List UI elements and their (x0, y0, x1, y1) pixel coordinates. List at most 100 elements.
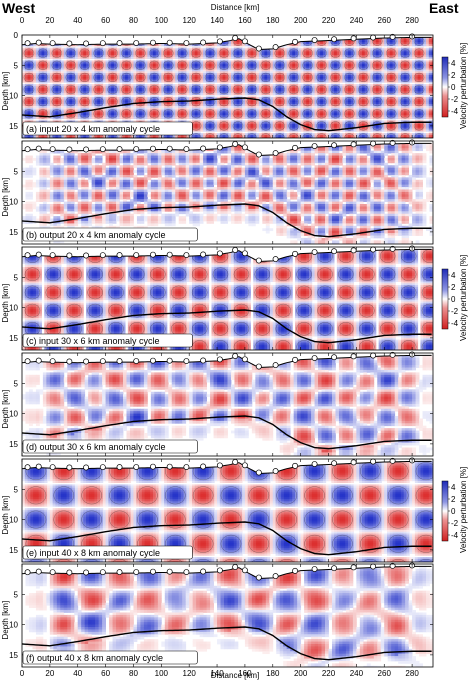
station-marker (255, 574, 262, 581)
station-marker (292, 567, 299, 574)
x-tick-label: 200 (294, 16, 308, 25)
station-marker (24, 569, 31, 576)
anomaly-contour (218, 97, 230, 107)
station-marker (292, 250, 299, 257)
station-marker (200, 39, 207, 46)
anomaly-contour (177, 109, 188, 119)
anomaly-contour (302, 133, 313, 138)
anomaly-contour (274, 133, 285, 138)
x-tick-label: 60 (101, 16, 110, 25)
station-marker (83, 464, 90, 471)
x-tick-label: 280 (405, 669, 419, 678)
panel-label-box (22, 545, 193, 560)
station-marker (150, 357, 156, 364)
anomaly-contour (23, 48, 35, 58)
station-marker (66, 569, 73, 576)
anomaly-contour (93, 72, 104, 82)
anomaly-contour (415, 462, 433, 481)
anomaly-contour (338, 322, 354, 336)
panel-label-box (22, 333, 193, 348)
anomaly-contour (232, 109, 244, 119)
station-marker (49, 146, 56, 153)
x-tick-label: 280 (405, 16, 419, 25)
colorbar (441, 268, 449, 330)
anomaly-contour (65, 72, 76, 82)
anomaly-contour (296, 267, 312, 281)
colorbar-tick-label: 2 (451, 71, 456, 80)
anomaly-contour (66, 303, 82, 318)
anomaly-contour (387, 486, 409, 505)
anomaly-contour (246, 97, 258, 107)
x-tick-label: 220 (322, 16, 336, 25)
anomaly-contour (360, 534, 381, 553)
anomaly-contour (421, 340, 433, 350)
anomaly-contour (81, 510, 102, 529)
station-marker (241, 567, 248, 574)
y-tick-label: 5 (14, 61, 19, 70)
station-marker (116, 146, 123, 153)
station-marker (200, 463, 207, 470)
anomaly-contour (317, 285, 333, 300)
anomaly-contour (204, 84, 216, 95)
anomaly-contour (344, 133, 355, 138)
anomaly-contour (302, 109, 313, 119)
station-marker (331, 565, 338, 572)
anomaly-contour (296, 303, 312, 318)
anomaly-contour (177, 72, 188, 82)
anomaly-contour (338, 267, 354, 281)
anomaly-contour (171, 303, 187, 318)
station-marker (370, 458, 377, 465)
anomaly-contour (316, 97, 327, 107)
panel-e: 5 10 15 Depth [km] (e) input 40 x 8 km anoma… (1, 457, 468, 563)
anomaly-contour (137, 510, 158, 529)
bottom-axis-title: Distance [km] (211, 671, 259, 680)
anomaly-contour (121, 84, 132, 95)
anomaly-contour (246, 84, 258, 95)
x-tick-label: 140 (210, 16, 224, 25)
anomaly-contour (296, 340, 312, 350)
station-marker (200, 251, 207, 258)
anomaly-contour (362, 559, 378, 562)
anomaly-contour (192, 534, 214, 553)
station-marker (241, 38, 248, 45)
station-marker (255, 257, 262, 264)
anomaly-contour (167, 559, 183, 562)
anomaly-contour (25, 486, 47, 505)
station-marker (292, 462, 299, 469)
anomaly-contour (316, 48, 327, 58)
anomaly-contour (386, 109, 397, 119)
anomaly-contour (251, 559, 267, 562)
anomaly-contour (330, 60, 341, 70)
colorbar-tick-label: 2 (451, 283, 456, 292)
x-tick-label: 20 (45, 16, 54, 25)
anomaly-contour (260, 121, 272, 131)
anomaly-contour (53, 486, 75, 505)
x-tick-label: 180 (266, 669, 280, 678)
anomaly-contour (317, 340, 333, 350)
anomaly-contour (51, 72, 63, 82)
panel-frame (21, 352, 434, 457)
interface-line (22, 309, 432, 344)
station-marker (200, 568, 207, 575)
anomaly-contour (51, 84, 63, 95)
anomaly-contour (288, 84, 299, 95)
anomaly-contour (421, 303, 433, 318)
station-marker (116, 252, 123, 259)
anomaly-contour (129, 285, 145, 300)
station-marker (272, 44, 279, 51)
anomaly-contour (372, 97, 383, 107)
anomaly-contour (149, 72, 160, 82)
anomaly-contour (204, 60, 216, 70)
panel-label-box (22, 439, 198, 454)
station-marker (133, 358, 140, 364)
anomaly-contour (288, 133, 299, 138)
panel-d: 5 10 15 Depth [km] (d) output 30 x 6 km anom… (1, 351, 434, 457)
anomaly-contour (317, 267, 333, 281)
station-marker (350, 564, 357, 571)
anomaly-contour (212, 285, 229, 300)
colorbar-tick-label: -2 (451, 95, 459, 104)
anomaly-contour (150, 285, 166, 300)
anomaly-contour (386, 72, 397, 82)
anomaly-contour (204, 48, 216, 58)
station-marker (166, 463, 173, 470)
